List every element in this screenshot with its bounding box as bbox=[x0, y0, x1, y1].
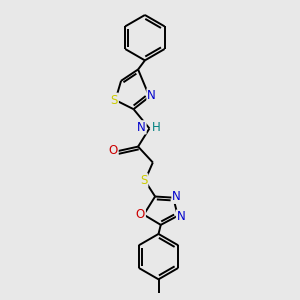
Text: N: N bbox=[147, 89, 156, 102]
Text: N: N bbox=[172, 190, 181, 203]
Text: N: N bbox=[137, 121, 146, 134]
Text: H: H bbox=[152, 121, 161, 134]
Text: O: O bbox=[136, 208, 145, 221]
Text: S: S bbox=[140, 174, 147, 187]
Text: O: O bbox=[109, 143, 118, 157]
Text: S: S bbox=[111, 94, 118, 106]
Text: N: N bbox=[177, 210, 186, 224]
